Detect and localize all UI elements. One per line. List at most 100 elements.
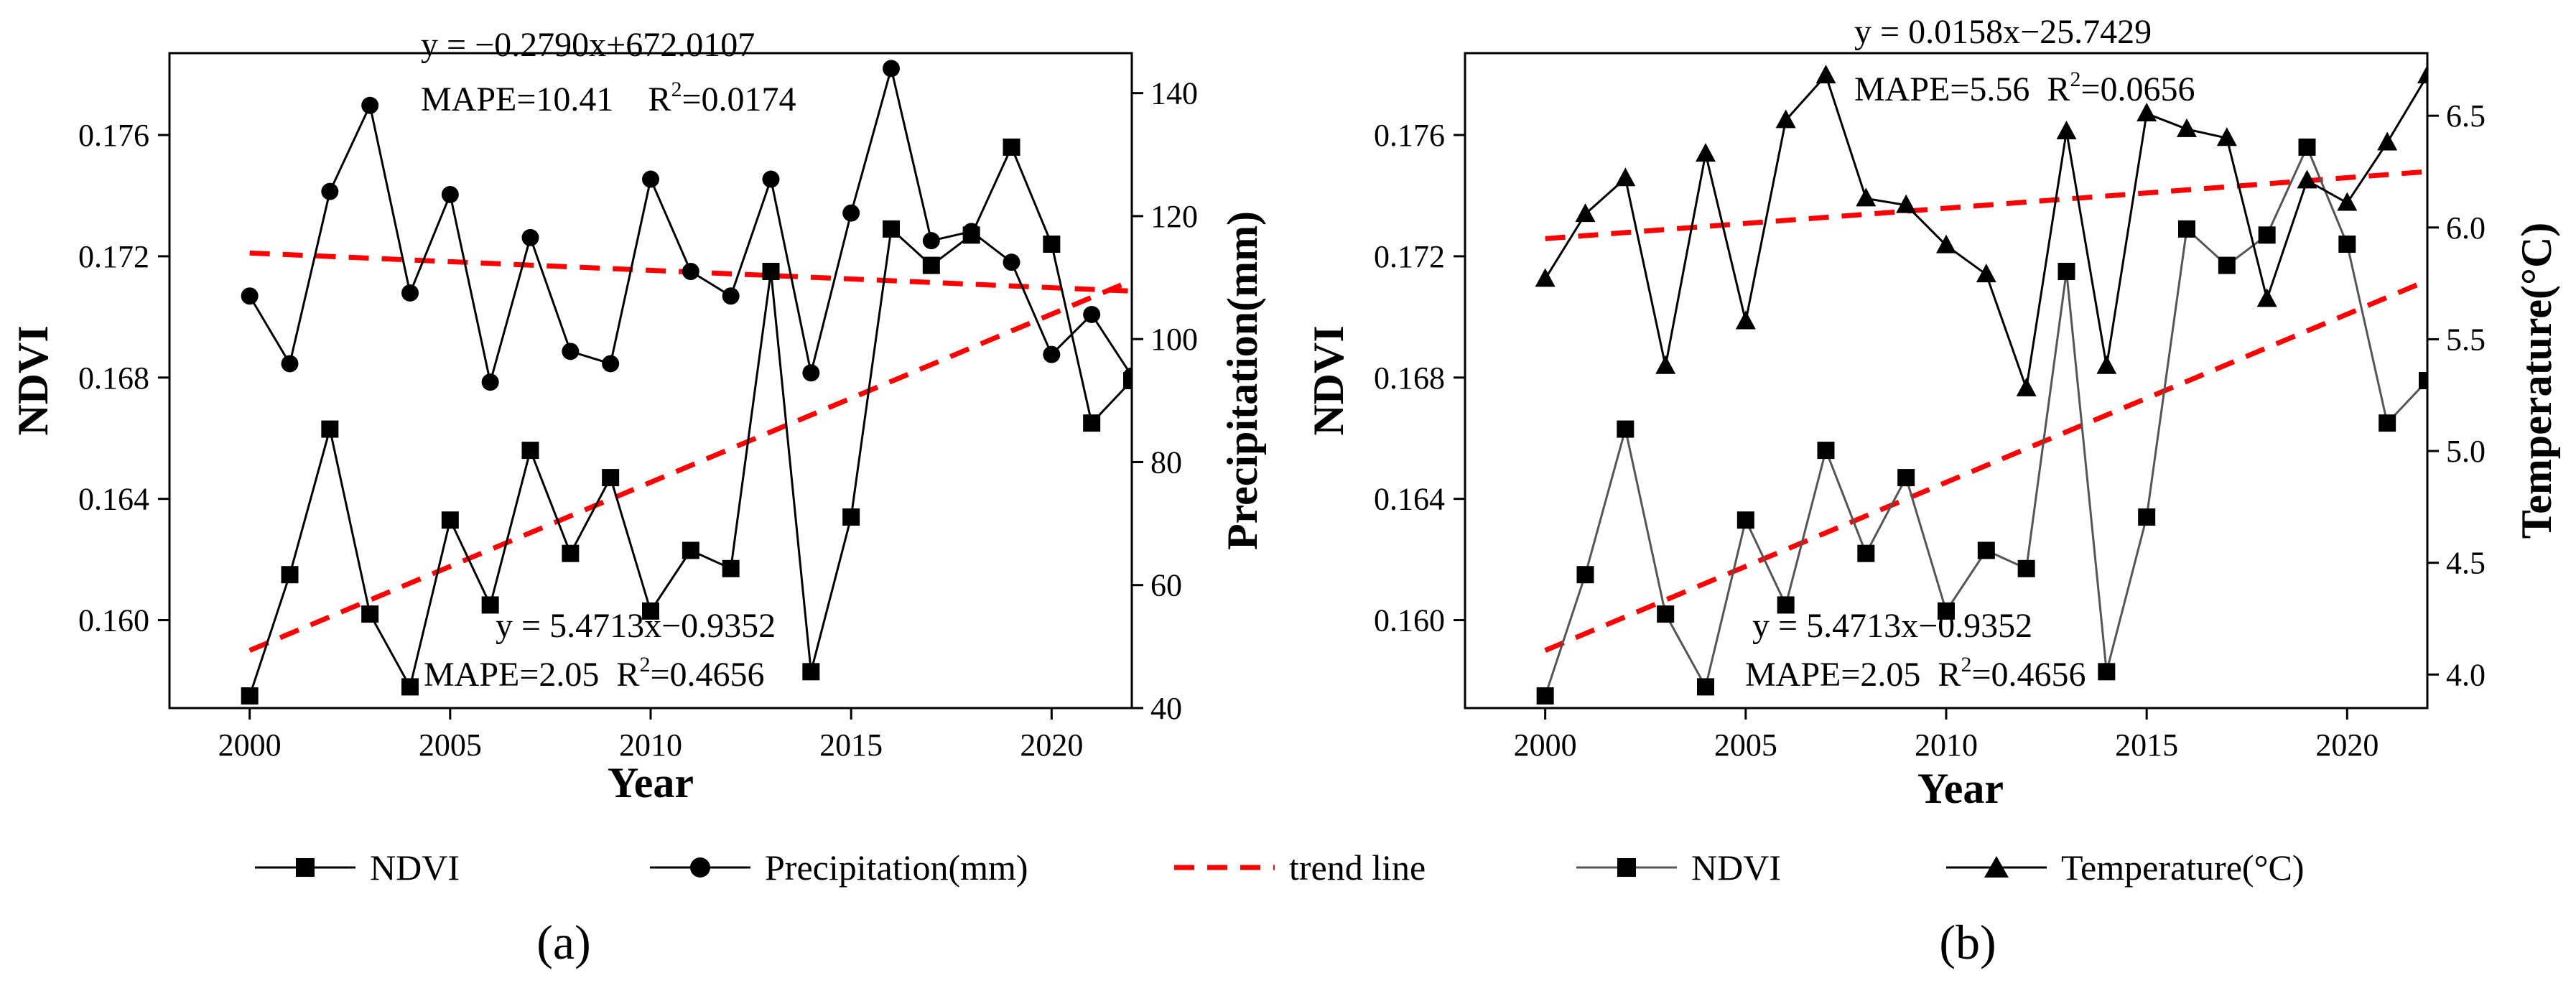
trend-line: [1544, 278, 2427, 653]
point-marker-square: [1003, 138, 1020, 156]
y-tick-label: 0.168: [1374, 360, 1445, 396]
point-marker-triangle: [2056, 120, 2077, 139]
legend-item-temperature: Temperature(°C): [1946, 847, 2305, 888]
point-marker-triangle: [1696, 143, 1716, 162]
metrics-bottom-a-value: =0.4656: [650, 656, 764, 694]
point-marker-triangle: [2177, 118, 2197, 137]
metrics-bottom-a-text: MAPE=2.05 R: [424, 656, 639, 694]
y-axis-label-b: NDVI: [1305, 325, 1352, 435]
point-marker-triangle: [2337, 192, 2358, 211]
y-tick-label: 0.160: [1374, 603, 1445, 638]
precipitation-series-a: [241, 60, 1132, 391]
point-marker-square: [2098, 663, 2116, 681]
point-marker-square: [1736, 511, 1754, 529]
x-axis-label-b: Year: [1917, 765, 2004, 812]
equation-bottom-a: y = 5.4713x−0.9352: [496, 607, 776, 645]
point-marker-triangle: [1775, 109, 1796, 129]
point-marker-square: [1083, 414, 1101, 432]
point-marker-square: [1043, 236, 1061, 253]
metrics-top-a-value: =0.0174: [682, 80, 796, 118]
point-marker-circle: [441, 185, 459, 203]
plot-area-a: 2000 2005 2010 2015 2020 0.160 0.164 0.168 0.17…: [78, 52, 1198, 763]
point-marker-circle: [642, 170, 659, 188]
y-tick-label: 0.164: [78, 482, 149, 517]
point-marker-circle: [401, 284, 419, 302]
x-ticks-b: 2000 2005 2010 2015 2020: [1514, 708, 2379, 763]
y-right-tick-label: 40: [1150, 691, 1182, 726]
x-ticks-a: 2000 2005 2010 2015 2020: [218, 708, 1083, 763]
equation-top-a: y = −0.2790x+672.0107: [421, 26, 755, 64]
point-marker-square: [1817, 442, 1835, 460]
metrics-top-a-sup: 2: [671, 78, 682, 101]
point-marker-square: [2419, 372, 2427, 389]
legend-label-precipitation: Precipitation(mm): [765, 847, 1028, 888]
y-right-tick-label: 100: [1150, 322, 1198, 357]
y-tick-label: 0.172: [1374, 239, 1445, 274]
plot-area-b: 2000 2005 2010 2015 2020 0.160 0.164 0.168 0.17…: [1374, 52, 2486, 763]
point-marker-circle: [1123, 367, 1132, 385]
point-marker-circle: [281, 355, 299, 373]
point-marker-square: [1777, 596, 1795, 614]
point-marker-circle: [682, 263, 699, 280]
point-marker-square: [922, 256, 940, 274]
point-marker-square: [762, 263, 780, 280]
y-tick-label: 0.168: [78, 360, 149, 396]
metrics-bottom-b: MAPE=2.05 R2=0.4656: [1745, 653, 2086, 694]
point-marker-triangle: [1615, 167, 1636, 187]
y-right-tick-label: 6.0: [2446, 210, 2486, 246]
point-marker-triangle: [1815, 65, 1836, 84]
equation-bottom-b: y = 5.4713x−0.9352: [1752, 607, 2032, 645]
point-marker-square: [521, 442, 539, 460]
point-marker-square: [1938, 602, 1955, 620]
point-marker-square: [602, 469, 620, 487]
y-right-tick-label: 60: [1150, 568, 1182, 603]
series-line: [1544, 73, 2427, 389]
panel-label-a: (a): [536, 915, 590, 969]
ndvi-series-a: [241, 138, 1132, 705]
point-marker-circle: [602, 355, 620, 373]
metrics-bottom-b-value: =0.4656: [1971, 656, 2086, 694]
metrics-top-b-sup: 2: [2070, 68, 2080, 91]
point-marker-square: [2017, 559, 2035, 577]
point-marker-square: [722, 559, 740, 577]
metrics-bottom-a-sup: 2: [639, 653, 650, 676]
trend-lines-a: [248, 250, 1132, 653]
x-tick-label: 2010: [619, 727, 682, 763]
y-right-tick-label: 4.0: [2446, 657, 2486, 692]
point-marker-square: [2338, 236, 2356, 253]
y-right-tick-label: 140: [1150, 76, 1198, 111]
point-marker-triangle: [1575, 203, 1596, 223]
point-marker-triangle: [1535, 268, 1556, 287]
point-marker-triangle: [2297, 169, 2317, 189]
point-marker-square: [1697, 678, 1714, 696]
legend-label-ndvi: NDVI: [370, 847, 460, 888]
point-marker-circle: [922, 232, 940, 250]
point-marker-square: [1897, 469, 1915, 487]
legend-label-temperature: Temperature(°C): [2061, 847, 2305, 888]
legend-triangle-icon: [1984, 856, 2009, 878]
metrics-top-a-text: MAPE=10.41 R: [421, 80, 671, 118]
legend-item-precipitation: Precipitation(mm): [650, 847, 1028, 888]
x-tick-label: 2020: [2315, 727, 2379, 763]
y-right-tick-label: 5.5: [2446, 322, 2486, 357]
point-marker-triangle: [2377, 131, 2398, 151]
y-right-tick-label: 6.5: [2446, 98, 2486, 134]
y-axis-label-right-a: Precipitation(mm): [1219, 211, 1266, 550]
panel-label-b: (b): [1939, 915, 1996, 969]
point-marker-circle: [361, 96, 379, 114]
x-tick-label: 2005: [419, 727, 482, 763]
point-marker-triangle: [1976, 264, 1996, 283]
point-marker-square: [321, 420, 339, 438]
x-axis-label-a: Year: [608, 759, 694, 806]
point-marker-triangle: [2016, 377, 2037, 396]
legend-item-ndvi: NDVI: [255, 847, 460, 888]
trend-line: [1545, 169, 2427, 241]
point-marker-circle: [762, 170, 780, 188]
y-tick-label: 0.176: [1374, 118, 1445, 153]
metrics-top-b: MAPE=5.56 R2=0.0656: [1854, 68, 2195, 108]
point-marker-square: [1617, 420, 1635, 438]
point-marker-circle: [883, 60, 900, 78]
y-ticks-right-a: 40 60 80 100 120 140: [1132, 76, 1198, 726]
point-marker-square: [401, 678, 419, 696]
point-marker-square: [2258, 226, 2276, 244]
